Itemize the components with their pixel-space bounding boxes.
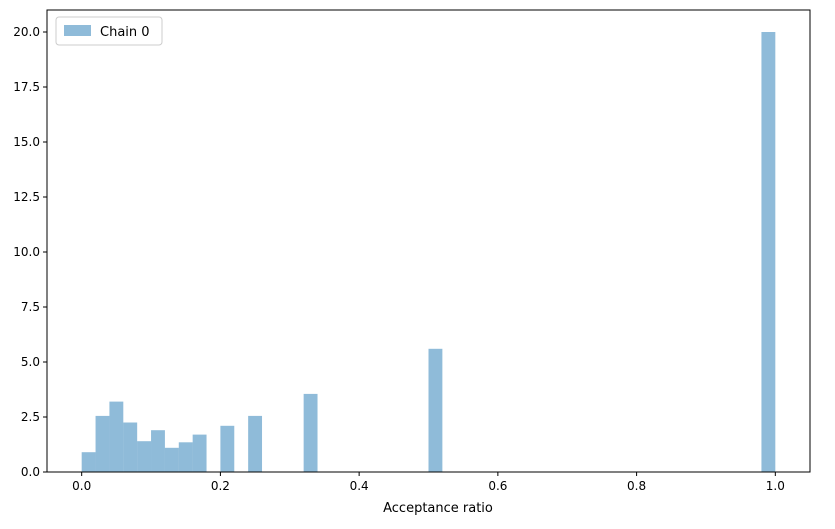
legend-swatch-chain-0 [64, 25, 91, 36]
x-tick-label: 0.4 [350, 479, 369, 493]
histogram-bar [151, 430, 165, 472]
histogram-bar [303, 393, 318, 472]
y-tick-label: 20.0 [13, 25, 40, 39]
histogram-bar [761, 32, 776, 472]
histogram-bar [428, 348, 443, 472]
ticks-layer: 0.0 0.2 0.4 0.6 0.8 1.0 0.0 2.5 5.0 7.5 10.0 12.5 15… [13, 25, 785, 493]
histogram-bar [81, 452, 96, 472]
x-tick-label: 0.0 [72, 479, 91, 493]
legend-label-chain-0: Chain 0 [100, 25, 150, 40]
histogram-bar [109, 401, 124, 472]
x-axis-label: Acceptance ratio [383, 501, 493, 516]
histogram-bar [192, 434, 207, 472]
histogram-bar [137, 441, 152, 472]
y-tick-label: 7.5 [21, 300, 40, 314]
histogram-bar [178, 442, 193, 472]
plot-frame [46, 9, 811, 473]
histogram-bar [95, 415, 110, 472]
y-tick-label: 0.0 [21, 465, 40, 479]
y-tick-label: 12.5 [13, 190, 40, 204]
y-tick-label: 2.5 [21, 410, 40, 424]
x-tick-label: 0.8 [627, 479, 646, 493]
y-tick-label: 17.5 [13, 80, 40, 94]
y-tick-label: 10.0 [13, 245, 40, 259]
y-tick-label: 15.0 [13, 135, 40, 149]
x-tick-label: 0.6 [488, 479, 507, 493]
y-tick-label: 5.0 [21, 355, 40, 369]
histogram-bar [220, 425, 235, 472]
axes-layer [46, 9, 811, 473]
histogram-bar [123, 422, 138, 472]
histogram-bar [164, 447, 179, 472]
legend: Chain 0 [55, 16, 163, 46]
x-tick-label: 1.0 [766, 479, 785, 493]
x-tick-label: 0.2 [211, 479, 230, 493]
histogram-bar [248, 415, 263, 472]
legend-box [55, 16, 163, 46]
bars-layer [81, 32, 776, 472]
